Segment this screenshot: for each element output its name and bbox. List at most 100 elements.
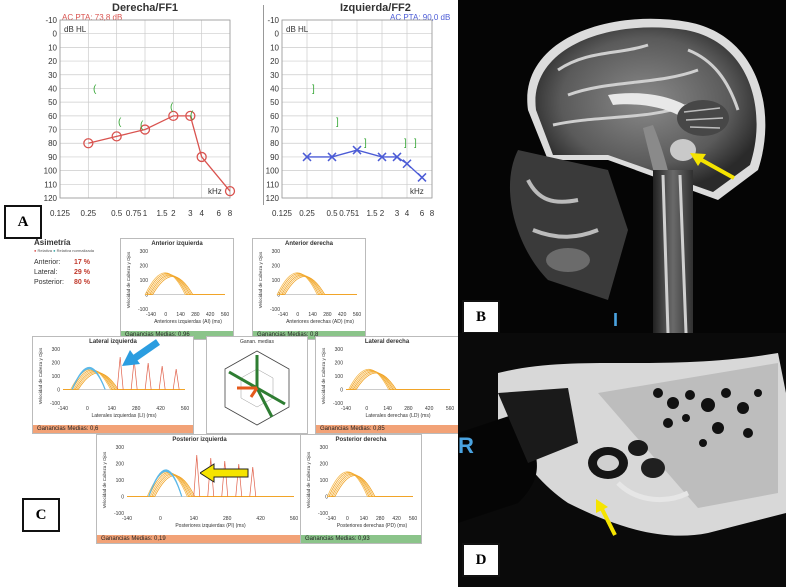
gain-footer: Ganancias Medias: 0,8 xyxy=(253,331,365,339)
y-tick-label: 80 xyxy=(270,139,279,148)
panel-label-b: B xyxy=(462,300,500,334)
vhit-box-lateral-right: Lateral derecha Ganancias Medias: 0,85 300… xyxy=(315,336,459,434)
y-tick-label: 100 xyxy=(272,278,281,284)
trace xyxy=(144,272,225,295)
y-tick-label: 200 xyxy=(272,264,281,270)
plot-frame xyxy=(281,19,433,199)
data-point xyxy=(83,138,94,149)
x-tick-label: -140 xyxy=(122,516,132,522)
yellow-arrow-icon xyxy=(200,463,249,483)
yellow-arrow-icon xyxy=(596,499,617,536)
saccade-trace xyxy=(207,457,215,497)
y-tick-label: 50 xyxy=(270,98,279,107)
y-tick-label: -100 xyxy=(114,511,124,517)
y-axis-label: Velocidad de Cabeza y Ojos xyxy=(38,347,43,404)
audiogram-left-pta: AC PTA: 90,0 dB xyxy=(390,13,451,22)
y-tick-label: 200 xyxy=(116,462,125,468)
trace xyxy=(331,474,413,497)
legend-normalized: Relativa normalizada xyxy=(56,248,95,253)
trace xyxy=(346,370,450,390)
mri-letter: I xyxy=(613,310,619,330)
panel-label-c: C xyxy=(22,498,60,532)
saccade-trace xyxy=(172,368,180,390)
y-tick-label: 100 xyxy=(335,374,344,380)
y-tick-label: 300 xyxy=(272,249,281,255)
y-tick-label: 200 xyxy=(335,361,344,367)
ct-image: R xyxy=(458,333,786,587)
x-tick-label: 420 xyxy=(338,312,347,318)
ct-temporal-bone-picture xyxy=(458,353,786,536)
y-tick-label: 200 xyxy=(140,264,149,270)
y-tick-label: 20 xyxy=(270,57,279,66)
y-tick-label: 10 xyxy=(270,43,279,52)
saccade-trace xyxy=(193,454,201,497)
y-tick-label: 300 xyxy=(116,445,125,451)
trace xyxy=(346,369,450,390)
data-point xyxy=(417,172,427,182)
blue-arrow-icon xyxy=(122,339,160,366)
gain-footer: Ganancias Medias: 0,6 xyxy=(33,425,193,433)
x-tick-label: 6 xyxy=(216,209,221,218)
y-axis-label: Velocidad de Cabeza y Ojos xyxy=(306,451,311,508)
bone-marker: ( xyxy=(93,84,97,95)
y-tick-label: 0 xyxy=(57,388,60,394)
y-tick-label: 40 xyxy=(48,84,57,93)
x-tick-label: 8 xyxy=(228,209,233,218)
y-tick-label: 300 xyxy=(140,249,149,255)
x-tick-label: 560 xyxy=(353,312,362,318)
y-tick-label: -100 xyxy=(138,307,148,313)
series-line xyxy=(88,115,231,192)
x-axis-label: Laterales derechas (LD) (ms) xyxy=(365,413,430,419)
saccade-trace xyxy=(235,463,243,497)
y-tick-label: 60 xyxy=(48,112,57,121)
x-tick-label: 0.25 xyxy=(81,209,97,218)
x-tick-label: 420 xyxy=(392,516,401,522)
trace xyxy=(150,275,225,295)
y-tick-label: 60 xyxy=(270,112,279,121)
x-tick-label: 560 xyxy=(290,516,299,522)
y-tick-label: -100 xyxy=(50,401,60,407)
trace xyxy=(283,276,357,295)
vhit-trace-plot: 300 200 100 0 -100-140 0 140 280 420 560Anteriore… xyxy=(126,249,229,325)
vhit-box-title: Lateral izquierda xyxy=(89,339,137,345)
asym-lateral-value: 29 % xyxy=(74,269,90,276)
y-tick-label: 20 xyxy=(48,57,57,66)
x-tick-label: 0.5 xyxy=(326,209,338,218)
x-axis-label: Anteriores derechas (AD) (ms) xyxy=(286,319,354,325)
trace xyxy=(151,276,225,295)
trace xyxy=(329,473,413,497)
trace xyxy=(276,272,357,295)
y-tick-label: 0 xyxy=(277,293,280,299)
vhit-box-title: Lateral derecha xyxy=(364,339,410,345)
asymmetry-legend: ● Relativa ● Relativa normalizada xyxy=(34,248,95,253)
y-tick-label: 120 xyxy=(44,194,58,203)
data-point xyxy=(139,124,151,135)
x-tick-label: 0.125 xyxy=(272,209,293,218)
audiogram-panel: Derecha/FF1 AC PTA: 73,8 dB Izquierda/FF… xyxy=(0,0,455,230)
x-axis-label: Laterales izquierdas (LI) (ms) xyxy=(91,413,156,419)
gain-footer: Ganancias Medias: 0,85 xyxy=(316,425,458,433)
legend-relative: Relativa xyxy=(37,248,52,253)
panel-label-a: A xyxy=(4,205,42,239)
bone-marker: ( xyxy=(190,110,194,121)
data-point xyxy=(352,145,362,155)
audiogram-right-pta: AC PTA: 73,8 dB xyxy=(62,13,123,22)
saccade-trace xyxy=(221,460,229,497)
vhit-box-title: Anterior izquierda xyxy=(151,241,203,247)
audiogram-right-title: Derecha/FF1 xyxy=(112,2,179,14)
x-tick-label: 2 xyxy=(171,209,176,218)
data-point xyxy=(111,131,122,142)
y-tick-label: -10 xyxy=(267,16,279,25)
trace xyxy=(146,273,225,295)
y-tick-label: 110 xyxy=(266,180,279,189)
x-tick-label: 1.5 xyxy=(156,209,168,218)
saccade-trace xyxy=(116,356,124,390)
x-tick-label: 420 xyxy=(425,406,434,412)
x-tick-label: 0.125 xyxy=(50,209,71,218)
y-tick-label: 40 xyxy=(270,84,279,93)
x-tick-label: 140 xyxy=(308,312,317,318)
y-tick-label: 10 xyxy=(48,43,57,52)
y-tick-label: 70 xyxy=(270,126,279,135)
x-tick-label: 560 xyxy=(409,516,418,522)
trace xyxy=(326,471,413,497)
